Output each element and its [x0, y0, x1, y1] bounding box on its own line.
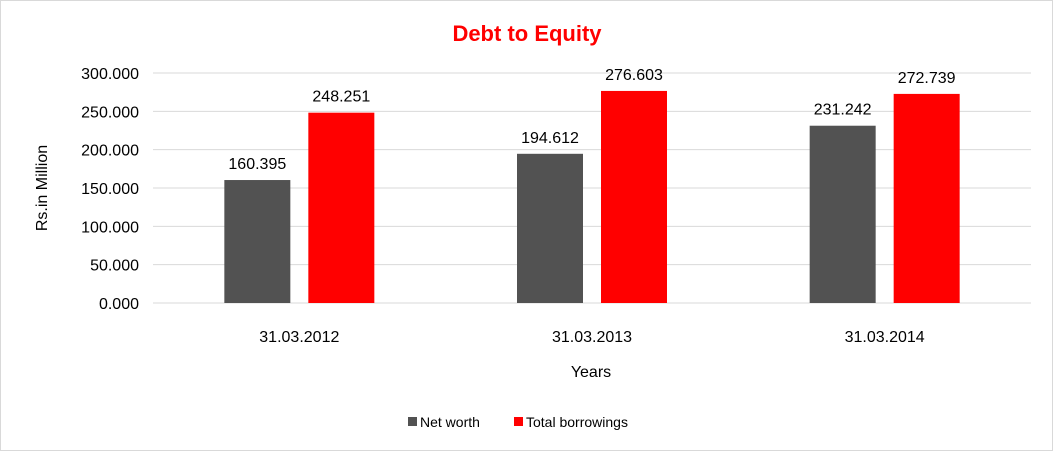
legend-swatch: [514, 417, 523, 426]
chart-title: Debt to Equity: [452, 21, 602, 46]
y-tick-label: 150.000: [81, 181, 139, 198]
legend-label: Net worth: [420, 414, 480, 430]
legend-swatch: [408, 417, 417, 426]
data-label: 248.251: [312, 89, 370, 106]
bar-total-borrowings: [308, 112, 375, 304]
x-tick-label: 31.03.2013: [552, 329, 632, 346]
x-tick-label: 31.03.2012: [259, 329, 339, 346]
data-label: 272.739: [898, 70, 956, 87]
bar-net-worth: [224, 180, 291, 303]
data-label: 231.242: [814, 102, 872, 119]
y-tick-label: 50.000: [90, 258, 139, 275]
data-label: 194.612: [521, 130, 579, 147]
bar-total-borrowings: [601, 90, 667, 303]
y-axis-label: Rs.in Million: [34, 145, 51, 231]
legend-label: Total borrowings: [526, 414, 628, 430]
bar-net-worth: [809, 125, 876, 303]
y-tick-label: 300.000: [81, 66, 139, 83]
bar-total-borrowings: [893, 93, 960, 303]
data-label: 160.395: [228, 156, 286, 173]
y-tick-label: 0.000: [99, 296, 139, 313]
x-axis-label: Years: [571, 364, 611, 381]
y-tick-label: 100.000: [81, 219, 139, 236]
data-label: 276.603: [605, 67, 663, 84]
y-tick-label: 250.000: [81, 104, 139, 121]
x-tick-label: 31.03.2014: [845, 329, 925, 346]
y-tick-label: 200.000: [81, 143, 139, 160]
bar-net-worth: [517, 153, 583, 303]
